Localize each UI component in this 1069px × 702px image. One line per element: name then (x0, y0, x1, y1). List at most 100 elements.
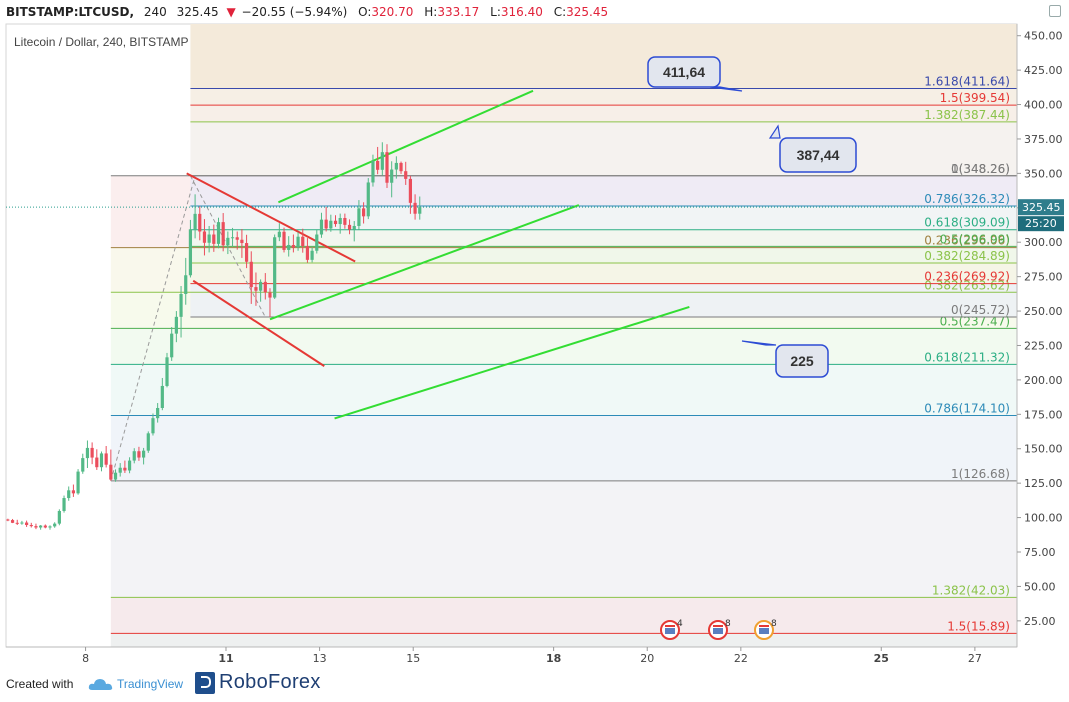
candle-body (301, 236, 305, 247)
fib-zone (190, 246, 1018, 264)
interval[interactable]: 240 (143, 5, 167, 19)
candle-body (99, 453, 104, 468)
down-arrow-icon: ▼ (226, 5, 236, 19)
candle-body (207, 234, 211, 243)
fib-level-label: 1.618(411.64) (924, 75, 1010, 89)
fib-zone (190, 175, 1018, 206)
candle-body (244, 243, 249, 262)
price-callout: 411,64 (647, 56, 743, 92)
candle-body (188, 229, 193, 276)
fib-level-label: 0.382(263.62) (924, 278, 1010, 292)
candle-body (85, 447, 90, 459)
price-tick-label: 25.00 (1024, 615, 1056, 628)
candle-body (296, 236, 300, 248)
candle-body (160, 385, 164, 408)
candle-body (118, 467, 122, 473)
fib-level-label: 0(348.26) (951, 162, 1010, 176)
candle-body (81, 458, 85, 472)
candle-body (137, 451, 141, 458)
candle-body (230, 237, 235, 239)
fibonacci-levels: 1(126.68) 0.786(174.10) 0.618(211.32) 0.5(2… (110, 24, 1018, 647)
candle-body (95, 457, 99, 468)
fib-level-label: 0.5(237.47) (940, 314, 1010, 328)
annotation-callouts: 411,64 387,44 225 4 8 8 (647, 56, 857, 640)
candle-body (24, 522, 29, 526)
candle-body (127, 460, 132, 471)
fib-zone (190, 263, 1018, 284)
event-marker: 8 (708, 619, 731, 640)
price-tick-label: 350.00 (1024, 167, 1063, 180)
candle-body (34, 526, 38, 528)
candle-body (57, 510, 61, 524)
flag-icon (713, 628, 723, 634)
candle-body (123, 467, 127, 471)
high-label: H: (424, 5, 438, 19)
low-value: 316.40 (500, 5, 543, 19)
fib-level-label: 0.5(296.99) (940, 232, 1010, 246)
candle-body (408, 178, 412, 203)
candle-body (273, 237, 277, 298)
fib-zone (110, 633, 1018, 647)
price-callout: 387,44 (768, 124, 857, 173)
price-tick-label: 300.00 (1024, 236, 1063, 249)
candle-body (39, 525, 43, 528)
candle-body (329, 220, 333, 229)
candle-body (376, 160, 380, 170)
fib-zone (110, 364, 1018, 416)
candle-body (418, 207, 422, 214)
price-tick-label: 200.00 (1024, 374, 1063, 387)
time-tick-label: 8 (82, 652, 89, 665)
candle-body (53, 523, 57, 527)
candle-body (43, 525, 47, 528)
tradingview-link[interactable]: TradingView (117, 677, 184, 691)
fib-anchor-line (110, 175, 196, 481)
price-tick-label: 150.00 (1024, 443, 1063, 456)
event-marker: 8 (754, 619, 777, 640)
candle-body (76, 471, 80, 494)
last-price: 325.45 (176, 5, 219, 19)
candle-body (174, 316, 178, 334)
time-tick-label: 18 (546, 652, 561, 665)
candle-body (142, 450, 146, 458)
candle-body (399, 162, 403, 172)
last-price-tag-label: 325.45 (1022, 201, 1061, 214)
candle-body (385, 152, 389, 183)
time-tick-label: 11 (218, 652, 233, 665)
last-price-tag (1018, 199, 1064, 216)
candle-body (193, 213, 197, 230)
flag-icon (665, 625, 675, 627)
price-change: −20.55 (−5.94%) (241, 5, 348, 19)
price-callout: 225 (741, 340, 829, 378)
price-tick-label: 225.00 (1024, 339, 1063, 352)
candle-body (413, 202, 417, 214)
candle-body (235, 237, 239, 240)
fib-level-label: 0.618(309.09) (924, 216, 1010, 230)
candle-body (221, 222, 225, 246)
symbol-name[interactable]: BITSTAMP:LTCUSD, (6, 5, 135, 19)
maximize-icon[interactable] (1049, 5, 1061, 17)
fib-zone (190, 205, 1018, 230)
price-tick-label: 75.00 (1024, 546, 1056, 559)
chart-axes: 25.00 50.00 75.00 100.00 125.00 150.00 175.00 2… (6, 24, 1064, 665)
price-tick-label: 100.00 (1024, 512, 1063, 525)
fib-level-label: 0.382(284.89) (924, 249, 1010, 263)
fib-level-label: 0.786(174.10) (924, 402, 1010, 416)
fib-zone (110, 415, 1018, 481)
price-tick-label: 275.00 (1024, 271, 1063, 284)
flag-icon (759, 625, 769, 627)
fib-level-label: 1(126.68) (951, 467, 1010, 481)
open-label: O: (358, 5, 372, 19)
chart-canvas[interactable]: 1(126.68) 0.786(174.10) 0.618(211.32) 0.5(2… (0, 0, 1069, 669)
trend-line (278, 89, 534, 204)
candle-body (202, 231, 207, 243)
event-count: 8 (725, 619, 731, 629)
candle-body (216, 222, 221, 244)
candle-body (179, 293, 183, 317)
candle-body (310, 250, 314, 260)
time-tick-label: 27 (968, 652, 982, 665)
symbol-header: BITSTAMP:LTCUSD, 240 325.45 ▼ −20.55 (−5… (0, 0, 1069, 24)
fib-level-label: 0.236(296.06) (924, 234, 1010, 248)
fib-zone (190, 24, 1018, 89)
event-marker: 4 (660, 619, 683, 640)
low-label: L: (490, 5, 501, 19)
